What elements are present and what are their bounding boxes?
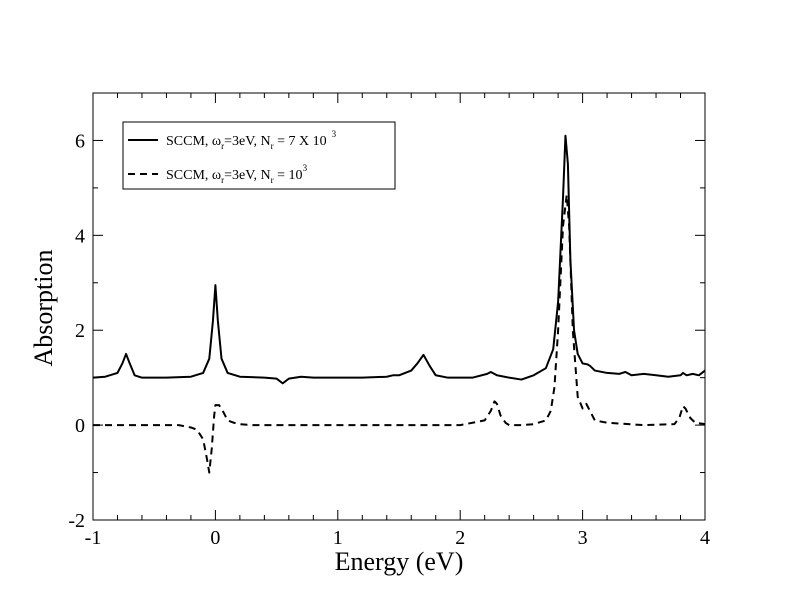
x-tick-label: 0: [210, 527, 220, 549]
y-tick-label: -2: [68, 510, 85, 532]
x-tick-label: 3: [578, 527, 588, 549]
legend-label-solid-suffix: = 7 X 10: [274, 134, 327, 149]
x-tick-label: 1: [333, 527, 343, 549]
series-line-dashed: [93, 194, 706, 474]
legend-label-solid-sup: 3: [332, 129, 337, 139]
y-tick-label: 6: [75, 130, 85, 152]
legend-label-solid-prefix: SCCM, ω: [166, 134, 221, 149]
plot-frame: [92, 92, 706, 521]
legend-label-dashed-mid: =3eV, N: [224, 168, 271, 183]
legend-label-solid-sub2: r: [271, 141, 274, 151]
x-axis-title: Energy (eV): [335, 547, 464, 576]
y-axis-title: Absorption: [29, 250, 58, 367]
x-tick-label: 4: [700, 527, 710, 549]
series-line-solid: [92, 134, 706, 385]
y-tick-label: 2: [75, 320, 85, 342]
legend-box: [122, 121, 396, 190]
legend: SCCM, ωr=3eV, Nr = 7 X 10 3 SCCM, ωr=3eV,…: [122, 121, 396, 190]
legend-label-solid-sub1: r: [221, 141, 224, 151]
x-tick-label: -1: [85, 527, 102, 549]
legend-label-dashed-sub1: r: [221, 175, 224, 185]
legend-label-dashed-prefix: SCCM, ω: [166, 168, 221, 183]
legend-label-solid: SCCM, ωr=3eV, Nr = 7 X 10 3: [166, 129, 337, 151]
legend-label-dashed-sup: 3: [303, 163, 308, 173]
plot-area: [92, 134, 706, 474]
legend-label-dashed-sub2: r: [271, 175, 274, 185]
y-tick-label: 0: [75, 415, 85, 437]
legend-label-dashed: SCCM, ωr=3eV, Nr = 103: [166, 163, 308, 185]
legend-label-dashed-suffix: = 10: [274, 168, 303, 183]
x-tick-label: 2: [455, 527, 465, 549]
y-tick-label: 4: [75, 225, 85, 247]
legend-label-solid-mid: =3eV, N: [224, 134, 271, 149]
